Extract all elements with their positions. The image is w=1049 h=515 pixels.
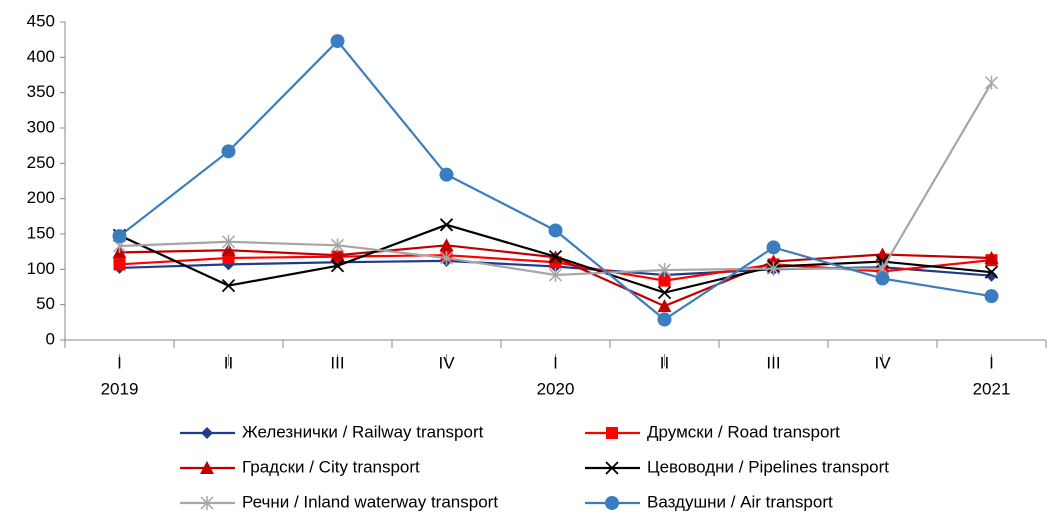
- data-point: [658, 274, 671, 287]
- data-point: [439, 238, 454, 252]
- legend-label: Железнички / Railway transport: [242, 422, 484, 441]
- year-label: 2021: [973, 379, 1011, 398]
- y-tick-label: 0: [46, 329, 55, 348]
- data-point: [766, 240, 781, 255]
- data-point: [657, 312, 672, 327]
- x-tick-label: I: [989, 353, 994, 372]
- year-label: 2020: [537, 379, 575, 398]
- legend-label: Друмски / Road transport: [647, 422, 840, 441]
- legend-marker: [606, 427, 618, 439]
- legend-label: Градски / City transport: [242, 457, 420, 476]
- x-tick-label: IV: [438, 353, 455, 372]
- y-tick-label: 100: [27, 259, 55, 278]
- year-label: 2019: [101, 379, 139, 398]
- data-point: [439, 218, 454, 232]
- data-point: [113, 258, 126, 271]
- data-point: [330, 248, 345, 262]
- data-point: [657, 299, 672, 313]
- legend-label: Цевоводни / Pipelines transport: [647, 457, 889, 476]
- legend-marker: [201, 427, 213, 439]
- data-point: [657, 286, 672, 300]
- data-point: [766, 261, 781, 276]
- y-tick-label: 400: [27, 47, 55, 66]
- y-tick-label: 250: [27, 153, 55, 172]
- data-point: [439, 167, 454, 182]
- legend-marker: [605, 496, 619, 510]
- data-point: [548, 223, 563, 238]
- x-tick-label: II: [660, 353, 669, 372]
- data-point: [221, 278, 236, 293]
- data-point: [984, 289, 999, 304]
- data-point: [221, 234, 236, 249]
- legend-label: Речни / Inland waterway transport: [242, 492, 498, 511]
- x-tick-label: I: [553, 353, 558, 372]
- data-point: [548, 249, 563, 264]
- data-point: [984, 251, 999, 265]
- x-tick-label: I: [117, 353, 122, 372]
- legend-marker: [605, 461, 619, 475]
- legend-marker: [200, 496, 214, 510]
- y-tick-label: 350: [27, 82, 55, 101]
- data-point: [875, 271, 890, 286]
- data-point: [112, 229, 127, 244]
- y-tick-label: 200: [27, 188, 55, 207]
- data-point: [330, 238, 345, 253]
- x-tick-label: III: [766, 353, 780, 372]
- legend-label: Ваздушни / Air transport: [647, 492, 833, 511]
- data-point: [548, 267, 563, 282]
- data-point: [657, 263, 672, 278]
- y-tick-label: 300: [27, 117, 55, 136]
- y-tick-label: 50: [36, 294, 55, 313]
- x-tick-label: IV: [874, 353, 891, 372]
- x-tick-label: III: [330, 353, 344, 372]
- data-point: [984, 265, 999, 279]
- data-point: [439, 251, 454, 266]
- y-tick-label: 150: [27, 223, 55, 242]
- data-point: [221, 243, 236, 257]
- x-tick-label: II: [224, 353, 233, 372]
- legend-marker: [200, 461, 214, 474]
- data-point: [221, 144, 236, 159]
- y-tick-label: 450: [27, 11, 55, 30]
- data-point: [330, 34, 345, 49]
- data-point: [330, 259, 345, 273]
- series-line: [119, 82, 993, 277]
- data-point: [984, 75, 999, 90]
